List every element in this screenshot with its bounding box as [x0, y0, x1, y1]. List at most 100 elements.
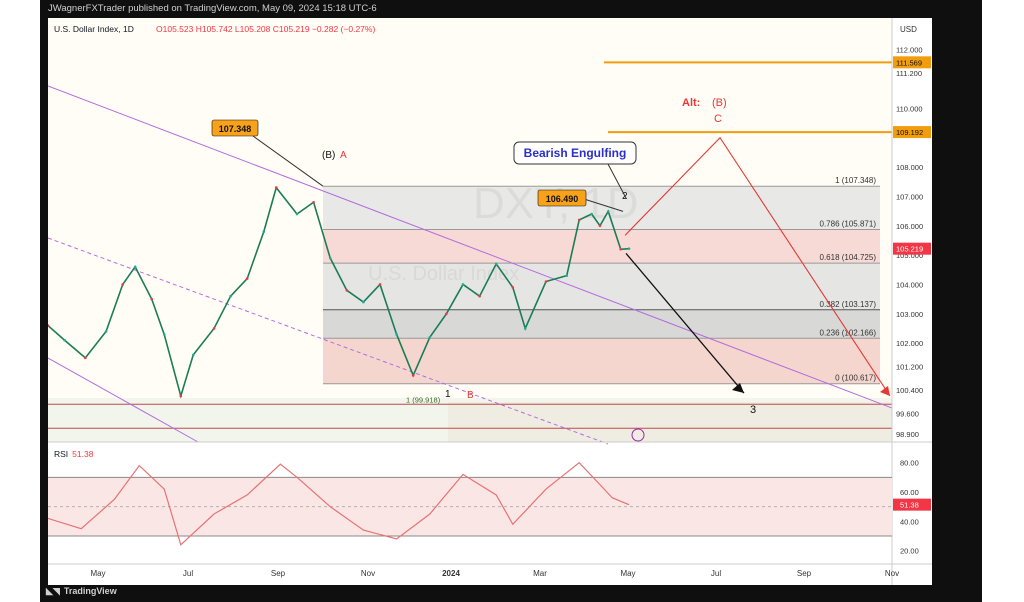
rsi-legend: RSI 51.38 [54, 449, 93, 459]
price-point [565, 274, 569, 277]
price-point [378, 283, 382, 286]
price-point [627, 247, 631, 250]
fib-lower-label: 1 (99.918) [406, 395, 441, 404]
badge-111 [893, 56, 931, 69]
price-point [590, 212, 593, 216]
badge-109-text: 109.192 [896, 128, 923, 137]
y-tick-label: 108.000 [896, 163, 923, 172]
y-tick-label: 98.900 [896, 430, 919, 439]
wave-c-label: C [714, 113, 722, 125]
event-icon [631, 428, 645, 442]
y-tick-label: 99.600 [896, 410, 919, 419]
badge-109 [893, 126, 931, 139]
x-tick-label: May [620, 569, 635, 578]
last-price-text: 105.219 [896, 245, 923, 254]
fib-label-3: 0.382 (103.137) [820, 300, 877, 309]
primary-arrow-head [732, 383, 744, 394]
fib-zone-4 [323, 338, 880, 384]
primary-path [625, 252, 745, 394]
price-point [245, 277, 249, 280]
price-point [461, 283, 465, 286]
price-point [445, 312, 448, 316]
channel-lower [48, 357, 199, 443]
y-tick-label: 100.400 [896, 386, 923, 395]
y-tick-label: 102.000 [896, 339, 923, 348]
callout-leader-2 [583, 198, 624, 212]
tv-icon: ◣◥ [46, 586, 60, 596]
price-point [274, 186, 278, 189]
y-tick-label: 101.200 [896, 363, 923, 372]
price-point [121, 283, 124, 286]
alt-arrow-head [880, 385, 890, 396]
y-tick-label: 111.200 [896, 69, 922, 78]
tradingview-logo: ◣◥ TradingView [46, 586, 117, 596]
rsi-tick-label: 80.00 [900, 459, 919, 468]
price-point [619, 247, 622, 251]
x-tick-label: Nov [885, 569, 899, 578]
price-point [428, 335, 432, 339]
fib-label-0: 1 (107.348) [835, 176, 876, 185]
price-point [84, 356, 87, 360]
rsi-tick-label: 20.00 [900, 547, 919, 556]
rsi-line [48, 461, 630, 546]
fib-zone-1 [323, 229, 880, 264]
chart-svg[interactable]: 1 (107.348) 0.786 (105.871) 0.618 (104.725… [48, 18, 932, 585]
rsi-value-badge-text: 51.38 [900, 501, 919, 510]
y-tick-label: 106.000 [896, 222, 923, 231]
callout-text-2: 106.490 [546, 194, 579, 204]
y-tick-label: 104.000 [896, 280, 923, 289]
fib-zone-2 [323, 263, 880, 310]
callout-text-1: 107.348 [219, 124, 252, 134]
x-tick-label: May [90, 569, 105, 578]
alt-label: Alt: [682, 97, 700, 109]
channel-upper [48, 85, 893, 409]
currency-label: USD [900, 25, 917, 34]
x-tick-label: Nov [361, 569, 375, 578]
wave-1-label: 1 [445, 389, 451, 400]
price-point [606, 210, 610, 213]
price-point [104, 330, 108, 333]
last-price-badge [893, 242, 931, 255]
fib-label-1: 0.786 (105.871) [820, 220, 877, 229]
chart-area[interactable]: 1 (107.348) 0.786 (105.871) 0.618 (104.725… [48, 18, 932, 585]
price-point [345, 289, 349, 292]
price-point [328, 256, 332, 260]
rsi-name: RSI [54, 449, 69, 459]
rsi-tick-label: 60.00 [900, 488, 919, 497]
price-point [544, 280, 548, 283]
y-tick-label: 112.000 [896, 46, 923, 55]
price-point [362, 300, 365, 304]
price-point [133, 265, 137, 269]
x-tick-label: Jul [183, 569, 193, 578]
y-tick-label: 105.000 [896, 251, 923, 260]
price-point [150, 297, 154, 301]
callout-box-2 [537, 189, 587, 207]
ohlc-readout: O105.523 H105.742 L105.208 C105.219 −0.2… [156, 24, 376, 34]
price-line [48, 185, 630, 399]
x-tick-label: Sep [271, 569, 286, 578]
price-point [295, 212, 299, 216]
badge-111-text: 111.569 [896, 58, 922, 67]
wave-3-label: 3 [750, 404, 756, 416]
watermark-name: U.S. Dollar Index [368, 263, 519, 285]
callout-text-3: Bearish Engulfing [524, 146, 627, 160]
x-tick-label: 2024 [442, 569, 460, 578]
alt-b-label: (B) [712, 97, 727, 109]
price-point [598, 224, 602, 228]
callout-box-3 [513, 141, 637, 165]
callout-leader-3 [607, 163, 627, 199]
callout-leader-1 [252, 135, 324, 187]
price-point [63, 338, 66, 342]
price-point [494, 262, 498, 266]
publisher-text: JWagnerFXTrader published on TradingView… [48, 3, 377, 14]
price-point [395, 333, 398, 336]
price-point [262, 230, 266, 233]
price-point [411, 374, 415, 377]
fib-label-2: 0.618 (104.725) [820, 253, 877, 262]
fib-zone-3 [323, 309, 880, 339]
x-tick-label: Jul [711, 569, 721, 578]
price-point [212, 327, 216, 330]
price-point [312, 200, 315, 204]
price-point [511, 286, 515, 289]
price-point [229, 294, 232, 298]
